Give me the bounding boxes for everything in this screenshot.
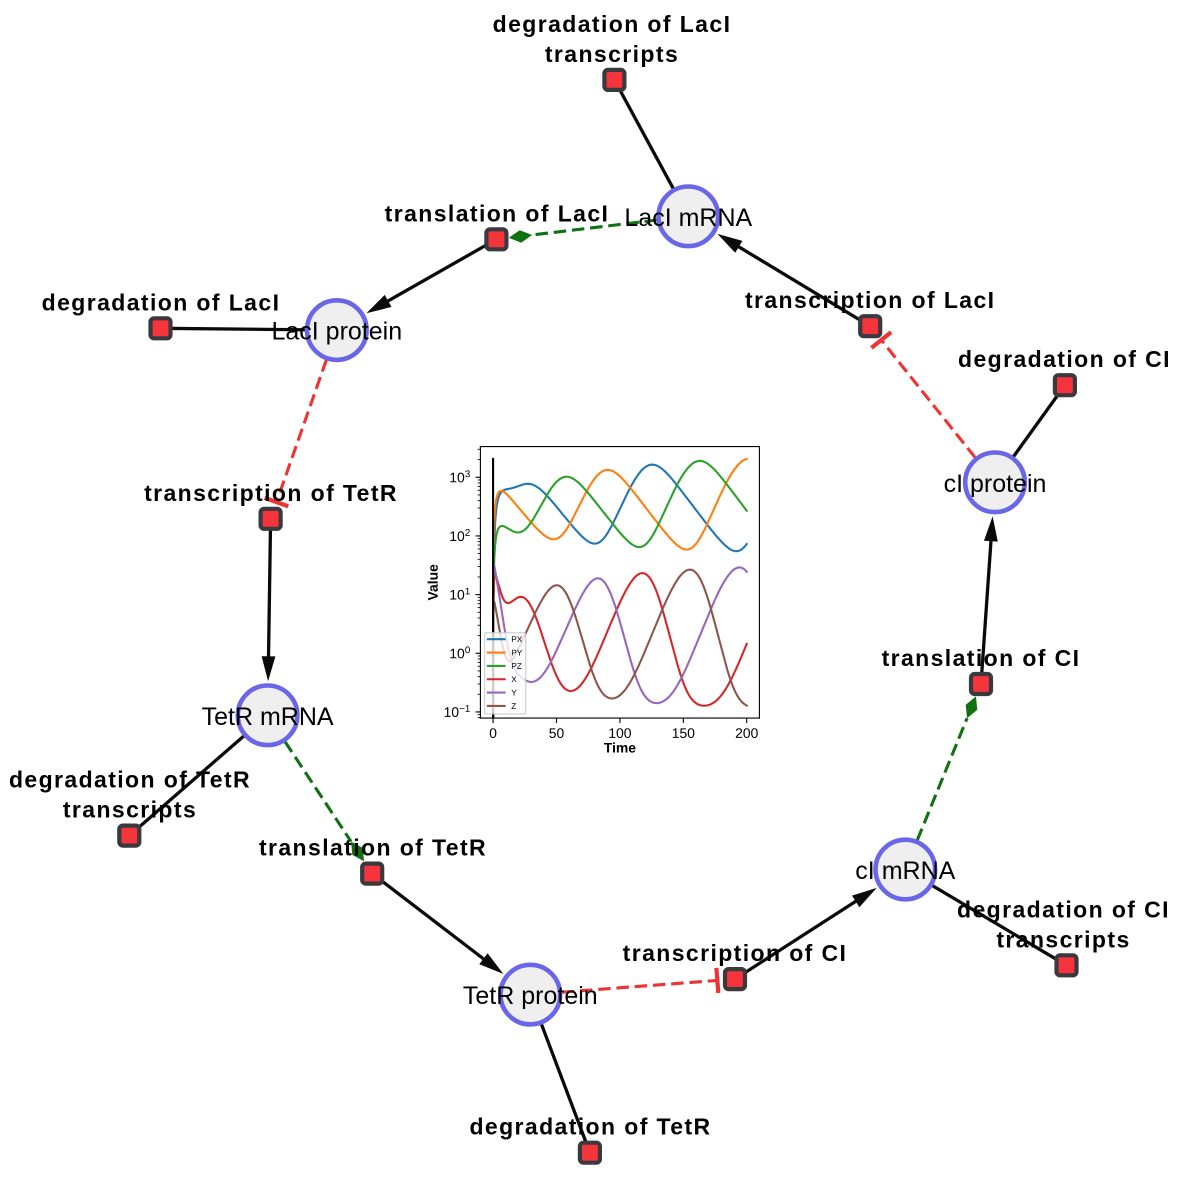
svg-text:LacI mRNA: LacI mRNA (624, 204, 752, 232)
svg-text:TetR protein: TetR protein (463, 982, 598, 1010)
svg-text:transcripts: transcripts (996, 926, 1130, 952)
svg-text:translation of LacI: translation of LacI (385, 200, 610, 226)
svg-text:translation of TetR: translation of TetR (259, 835, 487, 861)
svg-text:transcripts: transcripts (63, 797, 197, 823)
svg-text:degradation of TetR: degradation of TetR (469, 1114, 711, 1140)
svg-text:transcription of TetR: transcription of TetR (144, 480, 398, 506)
svg-text:cI mRNA: cI mRNA (855, 857, 955, 885)
svg-text:transcription of CI: transcription of CI (623, 940, 848, 966)
svg-text:degradation of CI: degradation of CI (957, 896, 1170, 922)
svg-text:translation of CI: translation of CI (882, 645, 1081, 671)
svg-text:degradation of LacI: degradation of LacI (42, 289, 281, 315)
svg-text:degradation of CI: degradation of CI (958, 346, 1171, 372)
svg-text:transcription of LacI: transcription of LacI (745, 287, 995, 313)
svg-text:cI protein: cI protein (944, 470, 1047, 498)
svg-text:degradation of LacI: degradation of LacI (493, 11, 732, 37)
svg-text:degradation of TetR: degradation of TetR (9, 767, 251, 793)
svg-text:transcripts: transcripts (545, 41, 679, 67)
svg-text:TetR mRNA: TetR mRNA (202, 703, 334, 731)
svg-text:LacI protein: LacI protein (271, 318, 402, 346)
